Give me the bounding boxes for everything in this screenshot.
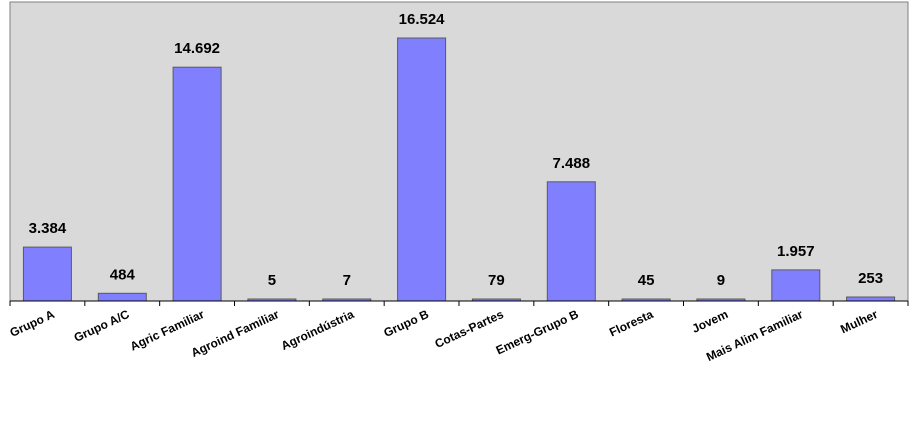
value-label: 1.957 <box>777 243 815 260</box>
value-labels-group: 3.384 484 14.692 5 7 16.524 79 7.488 45 9 1.957 253 <box>29 11 883 289</box>
category-label: Jovem <box>690 307 730 336</box>
category-label: Grupo A/C <box>72 307 132 345</box>
value-label: 45 <box>638 272 655 289</box>
value-label: 9 <box>717 272 725 289</box>
bar <box>397 37 447 302</box>
bar <box>546 181 596 302</box>
bar <box>22 246 72 302</box>
category-label: Mulher <box>838 307 880 336</box>
plot-area <box>9 1 909 302</box>
category-label: Emerg-Grupo B <box>494 307 581 358</box>
bars-group <box>22 37 896 302</box>
value-label: 7 <box>343 272 351 289</box>
category-label: Grupo A <box>8 307 57 340</box>
category-label: Grupo B <box>381 307 431 340</box>
value-label: 5 <box>268 272 276 289</box>
value-label: 253 <box>858 270 883 287</box>
value-label: 16.524 <box>399 11 446 28</box>
bar <box>172 66 222 302</box>
bar <box>97 292 147 302</box>
value-label: 484 <box>110 266 136 283</box>
bar <box>846 296 896 302</box>
value-label: 3.384 <box>29 220 67 237</box>
x-ticks-group <box>9 301 909 306</box>
bar <box>771 269 821 302</box>
category-label: Floresta <box>607 307 656 340</box>
value-label: 7.488 <box>553 155 591 172</box>
value-label: 79 <box>488 272 505 289</box>
category-label: Agroindústria <box>279 307 357 353</box>
value-label: 14.692 <box>174 40 220 57</box>
